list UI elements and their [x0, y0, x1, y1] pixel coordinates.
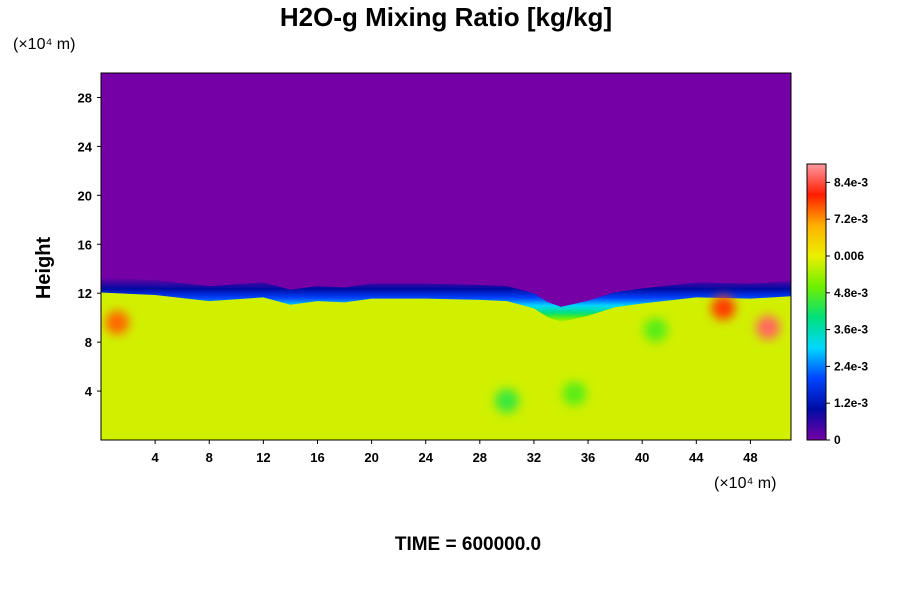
x-tick-label: 32 [527, 450, 541, 465]
y-tick-label: 8 [85, 335, 92, 350]
field-feature-1 [711, 295, 736, 320]
colorbar-tick-label: 3.6e-3 [834, 323, 868, 337]
x-tick-label: 12 [256, 450, 270, 465]
lower-moist-region [101, 292, 791, 440]
x-tick-label: 4 [152, 450, 160, 465]
x-tick-label: 40 [635, 450, 649, 465]
y-unit-label: (×10⁴ m) [13, 36, 75, 53]
x-tick-label: 24 [418, 450, 433, 465]
x-unit-label: (×10⁴ m) [714, 475, 776, 492]
y-tick-label: 16 [78, 237, 92, 252]
y-tick-label: 12 [78, 286, 92, 301]
x-tick-label: 8 [206, 450, 213, 465]
x-axis: 4 8 12 16 20 24 28 32 36 40 44 48 [152, 440, 758, 465]
colorbar-tick-label: 7.2e-3 [834, 212, 868, 226]
y-tick-label: 20 [78, 188, 92, 203]
colorbar-tick-label: 2.4e-3 [834, 359, 868, 373]
x-tick-label: 16 [310, 450, 324, 465]
y-tick-label: 24 [78, 139, 93, 154]
x-tick-label: 28 [473, 450, 487, 465]
field-features [105, 295, 780, 413]
colorbar [806, 163, 827, 441]
x-tick-label: 20 [364, 450, 378, 465]
y-tick-label: 4 [85, 384, 93, 399]
time-annotation: TIME = 600000.0 [395, 534, 541, 555]
x-tick-label: 36 [581, 450, 595, 465]
moist-layer-transition-band [101, 277, 791, 323]
colorbar-tick-label: 4.8e-3 [834, 286, 868, 300]
plot-frame [100, 72, 792, 441]
colorbar-tick-label: 8.4e-3 [834, 175, 868, 189]
colorbar-ticks: 0 1.2e-3 2.4e-3 3.6e-3 4.8e-3 0.006 7.2e-3 8.4e… [826, 175, 868, 447]
field-feature-5 [643, 317, 668, 342]
colorbar-tick-label: 0.006 [834, 249, 864, 263]
plot-area [101, 73, 791, 440]
field-feature-4 [562, 381, 587, 406]
field-feature-3 [494, 388, 519, 413]
y-axis-label: Height [33, 237, 55, 300]
field-feature-2 [105, 310, 130, 335]
field-feature-0 [756, 315, 780, 340]
colorbar-tick-label: 0 [834, 433, 841, 447]
x-tick-label: 44 [689, 450, 704, 465]
chart-title: H2O-g Mixing Ratio [kg/kg] [280, 2, 612, 32]
x-tick-label: 48 [743, 450, 757, 465]
y-axis: 4 8 12 16 20 24 28 [78, 90, 101, 399]
y-tick-label: 28 [78, 90, 92, 105]
colorbar-tick-label: 1.2e-3 [834, 396, 868, 410]
